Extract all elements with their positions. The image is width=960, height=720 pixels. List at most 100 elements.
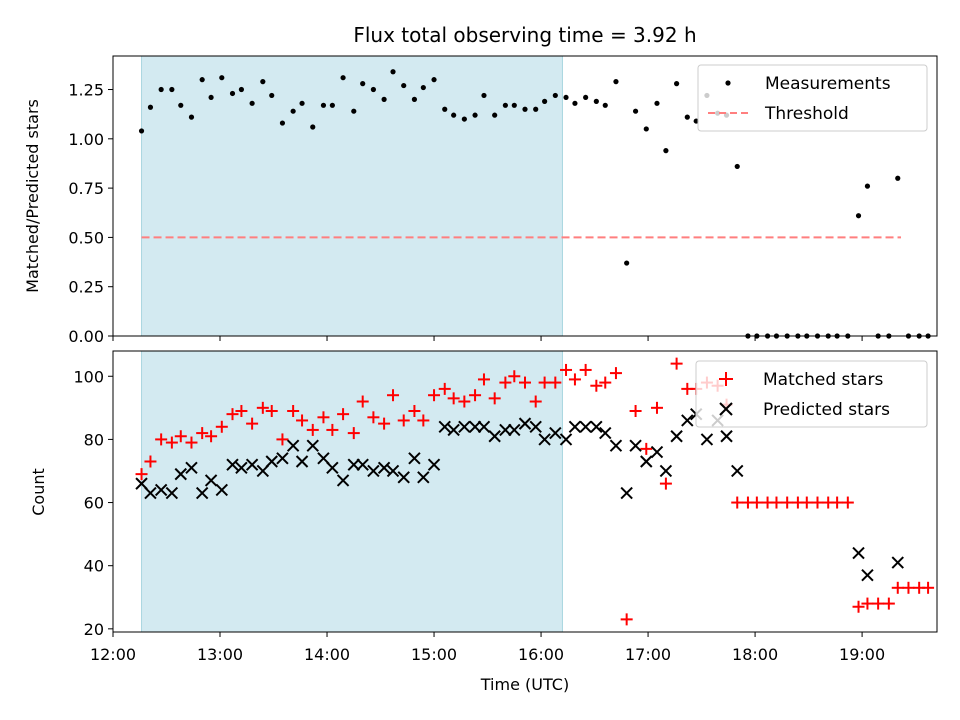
matched-star-point <box>469 389 482 402</box>
matched-star-point <box>831 496 844 509</box>
y-tick-label: 1.25 <box>68 81 104 100</box>
y-tick-label: 40 <box>84 557 104 576</box>
predicted-star-point <box>681 414 694 427</box>
predicted-star-point <box>488 430 501 443</box>
measurement-point <box>310 124 316 130</box>
predicted-star-point <box>215 483 229 497</box>
measurement-point <box>390 69 396 75</box>
matched-star-point <box>397 414 410 427</box>
predicted-star-point <box>852 546 865 560</box>
bottom-legend: Matched stars Predicted stars <box>695 360 928 428</box>
measurement-point <box>320 102 327 108</box>
measurement-point <box>299 100 305 106</box>
matched-star-point <box>287 404 300 417</box>
matched-star-point <box>670 357 683 370</box>
measurement-point <box>602 102 608 108</box>
measurement-point <box>381 96 387 102</box>
matched-star-point <box>447 392 460 405</box>
y-tick-label: 0.50 <box>68 228 104 247</box>
matched-star-point <box>590 379 603 392</box>
top-plot-frame <box>112 55 938 337</box>
measurement-point <box>290 108 296 114</box>
predicted-star-point <box>195 486 209 500</box>
x-tick-label: 19:00 <box>839 645 885 664</box>
predicted-star-point <box>518 417 532 430</box>
measurement-point <box>451 112 457 118</box>
matched-star-point <box>852 600 865 613</box>
matched-star-point <box>256 401 269 414</box>
measurement-point <box>219 75 225 81</box>
bottom-y-axis-label: Count <box>29 468 48 516</box>
matched-star-point <box>317 411 330 424</box>
matched-star-point <box>265 404 278 417</box>
top-x-axis <box>112 336 863 341</box>
measurement-point <box>563 94 569 101</box>
predicted-star-point <box>700 433 714 446</box>
bottom-x-axis-label: Time (UTC) <box>480 675 569 694</box>
predicted-star-point <box>154 483 168 497</box>
measurement-point <box>895 175 901 181</box>
matched-star-point <box>629 404 642 417</box>
matched-star-point <box>215 420 228 433</box>
predicted-star-point <box>720 430 733 443</box>
top-legend: Measurements Threshold <box>697 64 928 132</box>
matched-star-point <box>620 613 633 626</box>
predicted-star-point <box>245 458 259 471</box>
measurement-point <box>654 100 660 106</box>
y-tick-label: 0.25 <box>68 278 104 297</box>
measurement-point <box>238 86 245 93</box>
matched-star-point <box>891 581 904 594</box>
matched-star-point <box>155 433 168 446</box>
measurement-point <box>522 106 528 112</box>
x-tick-label: 12:00 <box>90 645 136 664</box>
measurement-point <box>461 116 467 122</box>
top-y-axis-label: Matched/Predicted stars <box>23 99 42 293</box>
matched-star-point <box>135 468 148 481</box>
legend-matched-label: Matched stars <box>763 370 883 390</box>
predicted-star-point <box>408 452 421 465</box>
matched-star-point <box>296 414 309 427</box>
measurement-point <box>329 102 335 108</box>
legend-matched-marker <box>719 372 733 386</box>
x-tick-label: 14:00 <box>304 645 350 664</box>
x-tick-label: 16:00 <box>518 645 564 664</box>
measurement-point <box>269 92 275 99</box>
bottom-panel: 20 40 60 80 100 12:00 13:00 14:00 15:00 16:00 17:… <box>29 350 938 694</box>
measurement-point <box>260 79 266 85</box>
predicted-star-point <box>226 458 239 471</box>
predicted-star-point <box>477 420 491 433</box>
measurement-point <box>663 148 669 154</box>
measurement-point <box>370 86 376 93</box>
measurement-point <box>442 106 448 112</box>
matched-star-point <box>519 376 531 389</box>
measurement-point <box>542 98 548 104</box>
measurement-point <box>674 81 680 87</box>
matched-star-point <box>417 414 430 427</box>
matched-star-point <box>538 376 551 389</box>
measurement-point <box>360 81 366 87</box>
predicted-star-point <box>397 471 410 484</box>
x-tick-label: 17:00 <box>625 645 671 664</box>
predicted-star-point <box>144 486 157 500</box>
measurement-point <box>864 183 871 189</box>
measurement-point <box>855 213 862 219</box>
predicted-star-point <box>650 445 664 459</box>
measurement-point <box>199 77 205 83</box>
matched-star-point <box>529 395 542 408</box>
predicted-star-point <box>629 439 642 452</box>
predicted-star-point <box>265 455 278 468</box>
predicted-star-point <box>559 433 573 446</box>
matched-star-point <box>488 392 501 405</box>
matched-star-point <box>731 496 744 509</box>
predicted-star-point <box>590 420 603 433</box>
predicted-star-point <box>204 474 218 487</box>
matched-star-point <box>579 363 592 376</box>
predicted-star-point <box>135 477 148 490</box>
matched-star-point <box>770 496 783 509</box>
measurement-point <box>188 114 195 120</box>
predicted-star-point <box>438 420 451 433</box>
predicted-star-point <box>468 420 482 433</box>
bottom-y-axis: 20 40 60 80 100 <box>73 367 113 639</box>
matched-star-point <box>205 430 218 443</box>
measurement-point <box>138 128 145 134</box>
